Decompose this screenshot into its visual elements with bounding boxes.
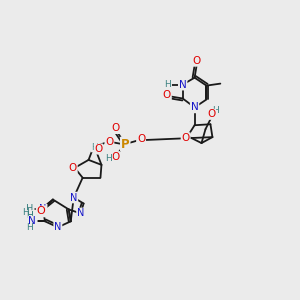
Text: O: O bbox=[111, 123, 119, 133]
Text: O: O bbox=[207, 109, 216, 119]
Text: N: N bbox=[77, 208, 84, 218]
Text: H: H bbox=[26, 211, 32, 220]
Text: N: N bbox=[70, 193, 77, 202]
Text: N: N bbox=[28, 216, 36, 226]
Text: P: P bbox=[121, 138, 130, 151]
Text: H: H bbox=[164, 80, 171, 89]
Text: H: H bbox=[105, 154, 112, 164]
Text: N: N bbox=[191, 102, 199, 112]
Text: O: O bbox=[137, 134, 145, 144]
Text: O: O bbox=[69, 163, 77, 173]
Text: O: O bbox=[111, 152, 119, 162]
Text: H: H bbox=[26, 211, 32, 220]
Text: H: H bbox=[26, 204, 34, 214]
Text: O: O bbox=[163, 89, 171, 100]
Text: H: H bbox=[91, 142, 98, 152]
Text: H: H bbox=[22, 208, 28, 217]
Text: N: N bbox=[39, 204, 47, 214]
Text: H: H bbox=[26, 223, 32, 232]
Text: O: O bbox=[94, 144, 103, 154]
Text: N: N bbox=[179, 80, 187, 90]
Text: H: H bbox=[212, 106, 219, 115]
Text: N: N bbox=[29, 216, 37, 226]
Text: N: N bbox=[54, 222, 61, 232]
Text: O: O bbox=[192, 56, 201, 66]
Text: O: O bbox=[182, 133, 190, 143]
Text: O: O bbox=[37, 206, 45, 216]
Text: O: O bbox=[105, 137, 113, 147]
